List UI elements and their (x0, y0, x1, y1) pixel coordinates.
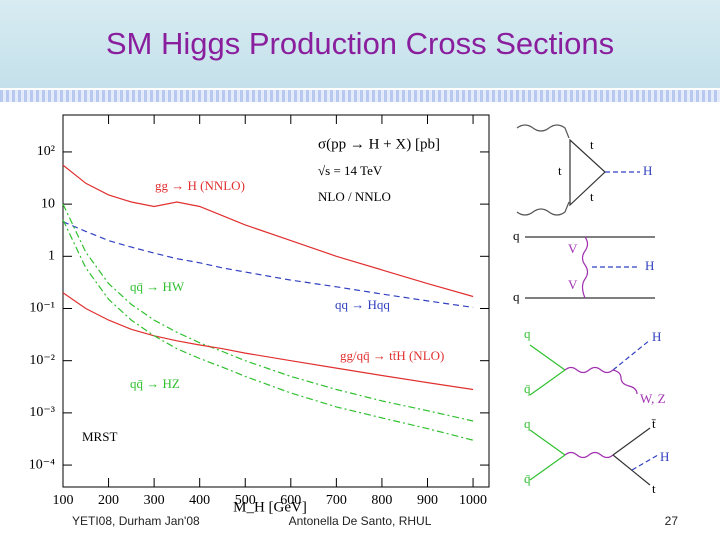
y-tick-label: 1 (48, 249, 55, 264)
y-tick-label: 10⁻³ (29, 405, 55, 420)
diagram-vbf (525, 236, 655, 299)
diagram-tth (529, 427, 659, 486)
diagram-vh (529, 339, 651, 396)
diagram-label: q̄ (524, 471, 531, 486)
y-tick-label: 10⁻¹ (29, 301, 55, 316)
x-tick-label: 700 (326, 493, 347, 508)
diagram-label: q (513, 289, 520, 304)
header-band (0, 0, 720, 88)
x-tick-label: 500 (235, 493, 256, 508)
x-tick-label: 300 (144, 493, 165, 508)
annotation: √s = 14 TeV (318, 163, 383, 178)
y-tick-label: 10² (37, 144, 55, 159)
diagram-label: t (558, 163, 562, 178)
series-label: qq̄ → HW (130, 279, 185, 294)
annotation: MRST (82, 429, 117, 444)
diagram-label: V (568, 241, 578, 256)
diagram-label: H (645, 258, 654, 273)
diagram-label: q̄ (524, 381, 531, 396)
diagram-label: t (652, 481, 656, 496)
series-label: qq → Hqq (335, 297, 390, 312)
footer-center: Antonella De Santo, RHUL (289, 514, 432, 528)
diagram-label: H (660, 449, 669, 464)
plot: 100 200 300 400 500 600 700 800 900 1000 10⁻⁴ 10⁻³ 1… (29, 114, 490, 515)
series-line (62, 203, 474, 422)
series-line (62, 219, 474, 441)
diagram-label: t (590, 189, 594, 204)
diagram-label: W, Z (640, 391, 666, 406)
y-tick-label: 10 (41, 196, 55, 211)
page-number: 27 (665, 514, 679, 528)
y-tick-label: 10⁻⁴ (29, 457, 55, 472)
diagram-label: H (643, 163, 652, 178)
series-label: qq̄ → HZ (130, 376, 180, 391)
x-tick-label: 900 (417, 493, 438, 508)
diagram-label: q (524, 326, 531, 341)
x-tick-label: 800 (371, 493, 392, 508)
diagram-label: t (590, 137, 594, 152)
x-tick-label: 400 (189, 493, 210, 508)
series-label: gg → H (NNLO) (155, 178, 245, 193)
diagram-label: q (513, 228, 520, 243)
x-tick-label: 600 (280, 493, 301, 508)
plot-frame (62, 114, 490, 488)
annotation: σ(pp → H + X) [pb] (318, 136, 440, 152)
series-line (62, 292, 474, 391)
series-label: gg/qq̄ → tt̄H (NLO) (340, 348, 444, 363)
series-line (62, 164, 474, 298)
x-tick-label: 1000 (459, 493, 487, 508)
x-tick-label: 200 (98, 493, 119, 508)
diagram-label: V (568, 277, 578, 292)
slide-title: SM Higgs Production Cross Sections (106, 26, 614, 61)
header-stripe (0, 90, 720, 102)
x-tick-label: 100 (53, 493, 74, 508)
series-line (62, 221, 474, 308)
diagram-label: t̄ (652, 416, 656, 431)
diagram-ggh (516, 124, 640, 216)
annotation: NLO / NNLO (318, 189, 391, 204)
y-tick-label: 10⁻² (29, 353, 55, 368)
x-axis-label: M_H [GeV] (233, 499, 307, 515)
diagram-label: q (524, 416, 531, 431)
footer-left: YETI08, Durham Jan'08 (72, 514, 200, 528)
diagram-label: H (652, 329, 661, 344)
